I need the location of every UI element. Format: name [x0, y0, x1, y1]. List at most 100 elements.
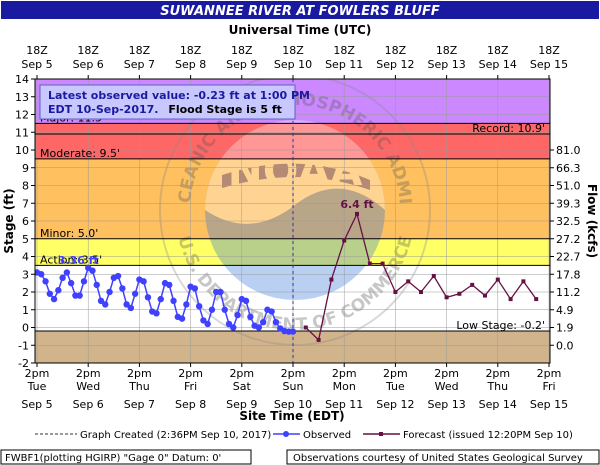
legend-forecast-marker — [379, 432, 383, 436]
bottom-tick-day: Fri — [542, 380, 555, 393]
bottom-tick-date: Sep 13 — [427, 398, 465, 411]
bottom-tick-date: Sep 7 — [124, 398, 155, 411]
top-tick-date: Sep 15 — [530, 58, 568, 71]
top-tick-date: Sep 5 — [21, 58, 52, 71]
observed-point — [76, 292, 83, 299]
observed-point — [272, 318, 280, 326]
top-tick-time: 18Z — [77, 44, 99, 57]
observed-point — [204, 320, 211, 328]
label-low: Low Stage: -0.2' — [456, 319, 545, 332]
bottom-tick-date: Sep 12 — [376, 398, 414, 411]
band-low — [35, 331, 550, 363]
observed-point — [80, 278, 88, 285]
forecast-point — [303, 325, 308, 330]
top-tick-date: Sep 13 — [427, 58, 465, 71]
bottom-tick-day: Fri — [184, 380, 197, 393]
observed-point — [59, 274, 66, 281]
bottom-tick-time: 2pm — [485, 367, 510, 380]
forecast-point — [521, 279, 526, 284]
observed-point — [221, 306, 228, 313]
y2-tick-label: 22.7 — [556, 251, 581, 264]
y-tick-label: -1 — [18, 339, 29, 352]
y2-tick-label: 51.0 — [556, 180, 581, 193]
top-tick-date: Sep 7 — [124, 58, 155, 71]
top-tick-time: 18Z — [180, 44, 202, 57]
y-tick-label: 4 — [22, 251, 29, 264]
bottom-tick-date: Sep 14 — [479, 398, 517, 411]
y2-tick-label: 11.2 — [556, 286, 581, 299]
y-tick-label: 10 — [15, 144, 29, 157]
y2-tick-label: 32.5 — [556, 215, 581, 228]
observed-point — [289, 328, 297, 335]
footer-credit: Observations courtesy of United States G… — [293, 453, 583, 464]
y-tick-label: 5 — [22, 233, 29, 246]
legend: Graph Created (2:36PM Sep 10, 2017) Obse… — [35, 430, 573, 441]
label-minor: Minor: 5.0' — [40, 227, 98, 240]
forecast-point — [534, 297, 539, 302]
observed-point — [93, 281, 100, 289]
watermark-center-text: NOAA — [228, 146, 363, 195]
observed-point — [123, 301, 130, 308]
observed-point — [255, 324, 263, 331]
bottom-tick-date: Sep 10 — [274, 398, 312, 411]
y-tick-label: 12 — [15, 109, 29, 122]
observed-point — [119, 285, 126, 292]
observed-point — [242, 297, 250, 305]
legend-observed-marker — [283, 431, 289, 437]
bottom-tick-time: 2pm — [25, 367, 50, 380]
forecast-point — [508, 297, 513, 302]
observed-point — [170, 297, 177, 305]
svg-text:EDT 10-Sep-2017. Flood S: EDT 10-Sep-2017. Flood Stage is 5 ft — [48, 103, 282, 116]
observed-point — [153, 310, 160, 317]
top-axis-label: Universal Time (UTC) — [229, 23, 372, 37]
title-bar: SUWANNEE RIVER AT FOWLERS BLUFF — [1, 1, 599, 19]
forecast-point — [380, 261, 385, 266]
top-tick-date: Sep 12 — [376, 58, 414, 71]
forecast-point — [444, 295, 449, 300]
forecast-point — [457, 291, 462, 296]
observed-point — [63, 269, 71, 276]
observed-point — [166, 281, 173, 289]
y-axis-label: Stage (ft) — [2, 188, 16, 253]
forecast-point — [431, 274, 436, 279]
legend-forecast: Forecast (issued 12:20PM Sep 10) — [403, 430, 573, 441]
observed-point — [217, 288, 224, 296]
top-tick-time: 18Z — [333, 44, 355, 57]
y-tick-label: 0 — [22, 322, 29, 335]
label-record: Record: 10.9' — [472, 122, 545, 135]
legend-graph-created: Graph Created (2:36PM Sep 10, 2017) — [80, 430, 271, 441]
top-tick-time: 18Z — [26, 44, 48, 57]
observed-point — [50, 295, 58, 303]
bottom-tick-time: 2pm — [229, 367, 254, 380]
peak-observed-label: 3.36 ft — [58, 254, 99, 267]
bottom-tick-day: Mon — [333, 380, 356, 393]
observed-point — [144, 294, 152, 301]
y-tick-label: 13 — [15, 91, 29, 104]
bottom-tick-day: Wed — [435, 380, 459, 393]
forecast-point — [316, 337, 321, 342]
footer-gage-info: FWBF1(plotting HGIRP) "Gage 0" Datum: 0' — [5, 453, 221, 464]
top-tick-time: 18Z — [538, 44, 560, 57]
observed-point — [67, 279, 75, 287]
y2-tick-label: 66.3 — [556, 162, 581, 175]
top-tick-date: Sep 14 — [479, 58, 517, 71]
top-tick-date: Sep 9 — [226, 58, 257, 71]
latest-value-line2-date: EDT 10-Sep-2017. — [48, 103, 158, 116]
observed-point — [140, 278, 147, 285]
observed-point — [97, 297, 105, 305]
observed-point — [208, 306, 216, 313]
bottom-tick-day: Wed — [76, 380, 100, 393]
bottom-tick-date: Sep 9 — [226, 398, 257, 411]
bottom-tick-time: 2pm — [76, 367, 101, 380]
observed-point — [259, 318, 267, 326]
y-tick-label: 11 — [15, 126, 29, 139]
y2-tick-label: 17.8 — [556, 268, 581, 281]
observed-point — [42, 278, 49, 285]
forecast-point — [483, 293, 487, 298]
observed-point — [55, 287, 62, 294]
bottom-tick-time: 2pm — [332, 367, 357, 380]
top-tick-date: Sep 6 — [73, 58, 104, 71]
y2-tick-label: 27.2 — [556, 233, 581, 246]
observed-point — [131, 290, 139, 297]
observed-point — [234, 311, 241, 319]
